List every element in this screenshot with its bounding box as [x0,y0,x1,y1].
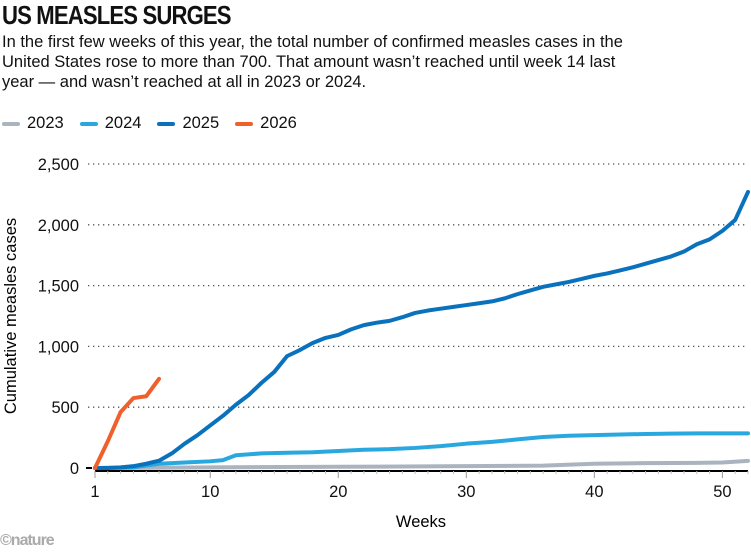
legend-item-2026: 2026 [235,114,297,133]
x-axis-label: Weeks [396,513,446,531]
legend-swatch [235,121,254,126]
legend-swatch [157,121,176,126]
legend-swatch [2,121,20,126]
series-line-2026 [93,376,162,470]
chart-title: US MEASLES SURGES [2,0,232,30]
x-tick-label: 1 [90,483,99,501]
series-line-2023 [93,458,750,470]
series-line-2024 [93,431,750,470]
legend-item-2023: 2023 [2,114,64,133]
legend: 2023 2024 2025 2026 [2,114,297,133]
legend-swatch [79,121,98,126]
nature-credit: ©nature [0,532,55,549]
y-axis-label: Cumulative measles cases [2,218,20,414]
legend-item-2024: 2024 [79,114,142,133]
y-tick-label: 0 [70,460,79,478]
x-tick-label: 40 [585,483,603,501]
x-tick-label: 50 [713,483,731,501]
x-tick-label: 30 [457,483,475,501]
legend-item-2025: 2025 [157,114,219,133]
x-tick-label: 10 [201,483,219,501]
x-tick-label: 20 [329,483,347,501]
legend-label: 2025 [182,114,220,132]
y-tick-label: 1,000 [38,338,79,356]
y-tick-label: 2,500 [38,156,79,174]
chart-subtitle: In the first few weeks of this year, the… [2,33,623,91]
series-line-2025 [93,189,750,470]
legend-label: 2023 [27,114,64,132]
legend-label: 2026 [260,114,297,132]
y-tick-label: 500 [51,399,79,417]
y-tick-label: 2,000 [38,217,79,235]
legend-label: 2024 [104,114,142,132]
y-tick-label: 1,500 [38,278,79,296]
